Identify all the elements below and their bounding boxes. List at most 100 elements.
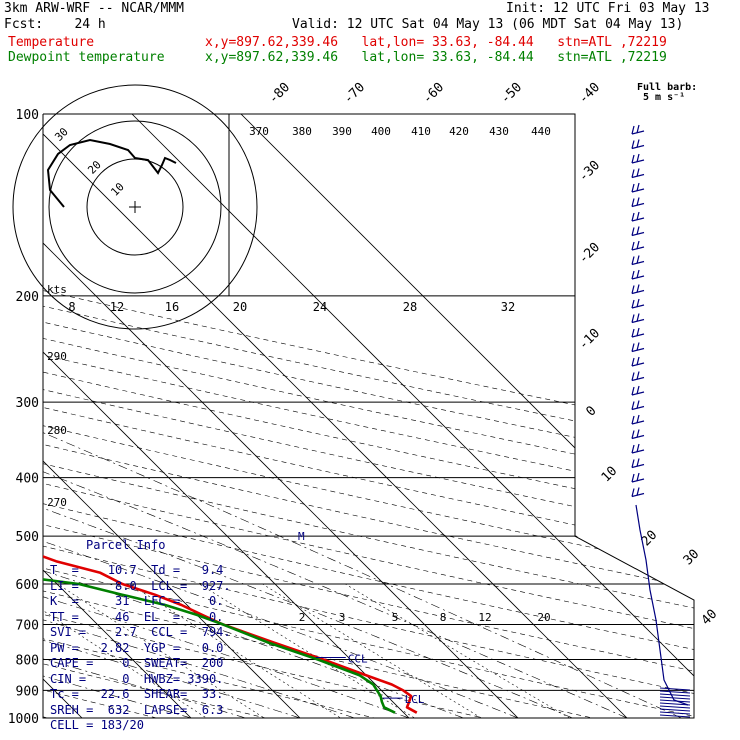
wind-barb-staff xyxy=(631,260,645,266)
pressure-tick-label: 700 xyxy=(16,618,39,633)
wind-barb-flag xyxy=(636,342,640,351)
hodograph-ring-label: 20 xyxy=(85,158,104,177)
wind-barb-flag xyxy=(636,472,640,482)
dry-adiabat-line xyxy=(43,114,694,718)
wind-barb-flag xyxy=(631,459,635,468)
wind-barb-flag xyxy=(636,226,640,235)
wind-barb-cluster xyxy=(659,690,691,694)
wind-barb-staff xyxy=(631,333,645,338)
hodograph-speed-label: 32 xyxy=(501,300,515,314)
mixing-ratio-line xyxy=(43,583,227,718)
parcel-info-row: PW = 2.82 YGP = 0.0 xyxy=(50,641,224,655)
dewpoint-legend-label: Dewpoint temperature xyxy=(8,50,165,65)
wind-barb-flag xyxy=(631,183,635,193)
mixing-ratio-label: 20 xyxy=(537,611,550,624)
wind-barb-staff xyxy=(631,202,645,208)
hodograph-ring xyxy=(48,120,222,294)
wind-barb-flag xyxy=(636,124,640,134)
wind-barb-staff xyxy=(631,463,645,469)
theta-label: 410 xyxy=(411,125,431,138)
wind-barb-flag xyxy=(631,430,635,439)
theta-label: 390 xyxy=(332,125,352,138)
isotherm-line xyxy=(43,114,532,718)
wind-barb-flag xyxy=(631,154,635,164)
wind-barb-flag xyxy=(631,169,635,178)
isotherm-label: -20 xyxy=(576,240,603,267)
wind-barb-flag xyxy=(631,212,635,222)
dry-adiabat-line xyxy=(43,114,431,718)
parcel-info-panel: Parcel Info T = 10.7 Td = 9.4 LI = 8.0 L… xyxy=(44,536,236,736)
valid-time: Valid: 12 UTC Sat 04 May 13 (06 MDT Sat … xyxy=(292,17,684,32)
hodograph-speed-label: 12 xyxy=(110,300,124,314)
wind-barb-flag xyxy=(631,343,635,352)
pressure-tick-label: 300 xyxy=(16,396,39,411)
wind-barb-flag xyxy=(636,240,640,250)
wind-barb-flag xyxy=(631,125,635,135)
isotherm-label: -50 xyxy=(498,80,525,107)
dry-adiabat-line xyxy=(43,114,652,718)
wind-barb-flag xyxy=(636,356,640,366)
wind-barb-flag xyxy=(636,371,640,380)
wind-barb-flag xyxy=(636,139,640,148)
wind-barb-cluster xyxy=(659,687,691,691)
wind-barb-flag xyxy=(631,256,635,265)
wind-barb-staff xyxy=(631,188,645,193)
wind-barb-flag xyxy=(631,227,635,236)
parcel-info-row: K = 31 LFC = 0. xyxy=(50,594,224,608)
dry-adiabat-line xyxy=(43,114,694,718)
wind-barb-flag xyxy=(631,299,635,309)
hodograph-trace xyxy=(46,138,177,208)
parcel-info-row: SREH = 632 LAPSE= 6.3 xyxy=(50,703,224,717)
wind-barb-flag xyxy=(631,473,635,483)
isotherm-label: -80 xyxy=(266,80,293,107)
wind-barb-flag xyxy=(631,328,635,338)
wind-barb-staff xyxy=(631,420,645,425)
wind-barb-flag xyxy=(631,314,635,323)
wind-barb-staff xyxy=(631,362,645,367)
wind-barb-staff xyxy=(631,159,645,164)
moist-adiabat-line xyxy=(43,369,301,718)
wind-barb-flag xyxy=(636,487,640,496)
hodograph-ring-label: 30 xyxy=(52,125,71,144)
wind-barb-flag xyxy=(631,140,635,149)
pressure-tick-label: 800 xyxy=(16,653,39,668)
pressure-tick-label: 400 xyxy=(16,472,39,487)
hodograph-ring xyxy=(12,84,258,330)
isotherm-label: 40 xyxy=(699,607,721,629)
wind-barb-cluster xyxy=(659,696,691,700)
parcel-info-row: CAPE = 0 SWEAT= 200 xyxy=(50,656,224,670)
wind-barb-flag xyxy=(636,385,640,395)
theta-label: 280 xyxy=(47,424,67,437)
parcel-info-row: LI = 8.0 LCL = 927. xyxy=(50,579,231,593)
wind-barb-staff xyxy=(631,376,645,382)
wind-barb-staff xyxy=(631,246,645,251)
mixing-ratio-line xyxy=(199,583,436,718)
wind-barb-staff xyxy=(631,405,645,411)
isotherm-label: -30 xyxy=(576,158,603,185)
wind-barb-staff xyxy=(631,478,645,483)
barb-legend-units: 5 m s⁻¹ xyxy=(643,92,686,103)
isotherm-line xyxy=(43,114,641,718)
isotherm-label: 30 xyxy=(681,547,703,569)
dry-adiabat-line xyxy=(43,114,694,718)
wind-barb-staff xyxy=(631,304,645,309)
temperature-location-info: x,y=897.62,339.46 lat,lon= 33.63, -84.44… xyxy=(205,35,667,50)
wind-barb-flag xyxy=(636,298,640,308)
dry-adiabat-line xyxy=(43,114,694,718)
wind-barb-cluster xyxy=(659,708,691,712)
dry-adiabat-line xyxy=(43,114,694,718)
hodograph-units-label: kts xyxy=(47,283,67,296)
wind-barb-staff xyxy=(631,434,645,440)
moist-adiabat-line xyxy=(43,418,192,718)
wind-barb-flag xyxy=(631,198,635,207)
wind-barb-flag xyxy=(636,313,640,322)
wind-barb-staff xyxy=(631,130,645,135)
isotherm-label: 0 xyxy=(583,403,599,419)
wind-barb-flag xyxy=(636,429,640,438)
dry-adiabat-line xyxy=(43,114,694,718)
mixing-ratio-label: 2 xyxy=(299,611,306,624)
mixing-ratio-line xyxy=(345,583,592,718)
isotherm-label: -10 xyxy=(576,326,603,353)
wind-barb-flag xyxy=(631,285,635,294)
